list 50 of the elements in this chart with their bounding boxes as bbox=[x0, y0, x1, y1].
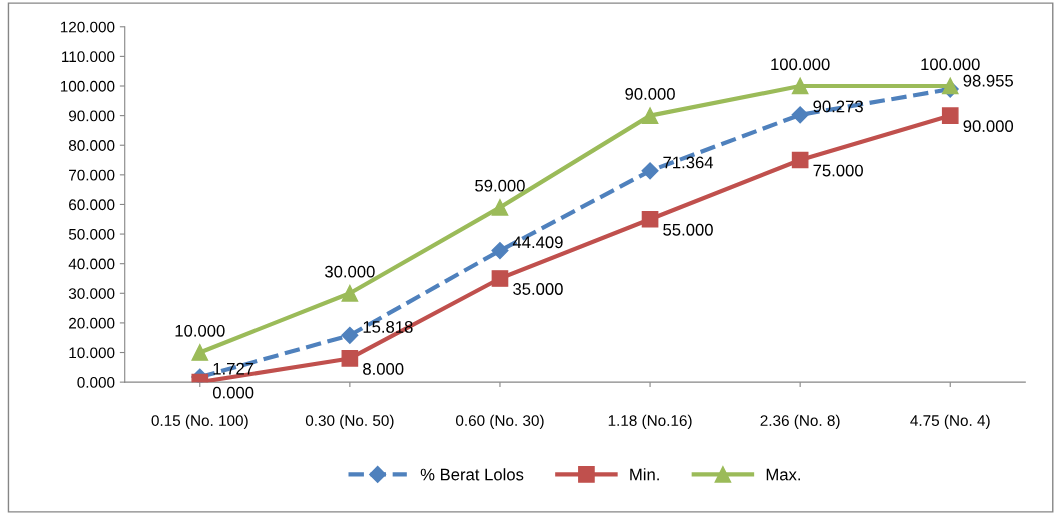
point bbox=[941, 107, 959, 124]
y-tick-label: 40.000 bbox=[68, 258, 115, 270]
x-tick-label: 0.15 (No. 100) bbox=[151, 414, 248, 429]
x-tick-label: 4.75 (No. 4) bbox=[910, 414, 990, 429]
point bbox=[641, 162, 659, 180]
data-label: 100.000 bbox=[921, 58, 980, 71]
y-tick-label: 0.000 bbox=[77, 377, 115, 388]
y-tick-label: 70.000 bbox=[69, 169, 115, 181]
point bbox=[341, 284, 359, 302]
data-label: 90.000 bbox=[625, 88, 675, 100]
y-tick-label: 20.000 bbox=[69, 317, 115, 329]
data-label: 98.955 bbox=[963, 74, 1014, 87]
legend-label: Max. bbox=[766, 468, 800, 481]
point bbox=[791, 106, 809, 124]
y-tick-label: 60.000 bbox=[69, 199, 115, 211]
point bbox=[791, 151, 809, 169]
y-tick-label: 120.000 bbox=[60, 21, 115, 33]
data-label: 8.000 bbox=[363, 363, 404, 375]
data-label: 30.000 bbox=[325, 265, 375, 278]
y-tick-label: 90.000 bbox=[69, 110, 115, 122]
y-tick-label: 30.000 bbox=[68, 288, 115, 299]
data-label: 90.000 bbox=[963, 120, 1014, 133]
point bbox=[491, 242, 509, 260]
point bbox=[491, 199, 509, 216]
x-tick-label: 0.60 (No. 30) bbox=[455, 414, 544, 429]
y-tick-label: 100.000 bbox=[60, 80, 115, 92]
y-tick-label: 110.000 bbox=[62, 51, 115, 63]
point bbox=[491, 270, 509, 287]
x-tick-label: 0.30 (No. 50) bbox=[305, 414, 394, 429]
point bbox=[341, 350, 359, 367]
data-label: 75.000 bbox=[813, 164, 863, 177]
legend-label: Min. bbox=[630, 468, 659, 481]
data-label: 100.000 bbox=[771, 58, 830, 71]
legend-label: % Berat Lolos bbox=[420, 468, 524, 481]
point bbox=[641, 210, 659, 228]
point bbox=[641, 107, 659, 124]
point bbox=[191, 344, 209, 361]
y-tick-label: 10.000 bbox=[69, 347, 115, 359]
y-tick-label: 80.000 bbox=[68, 140, 115, 151]
y-tick-label: 50.000 bbox=[68, 228, 115, 240]
data-label: 35.000 bbox=[513, 283, 563, 295]
x-tick-label: 2.36 (No. 8) bbox=[760, 414, 840, 429]
point bbox=[341, 326, 359, 344]
data-label: 44.409 bbox=[512, 236, 563, 249]
x-tick-label: 1.18 (No.16) bbox=[608, 414, 692, 429]
point bbox=[791, 77, 809, 95]
data-label: 10.000 bbox=[175, 324, 225, 337]
data-label: 55.000 bbox=[663, 223, 713, 236]
data-label: 0.000 bbox=[212, 386, 254, 399]
data-label: 59.000 bbox=[475, 179, 525, 192]
